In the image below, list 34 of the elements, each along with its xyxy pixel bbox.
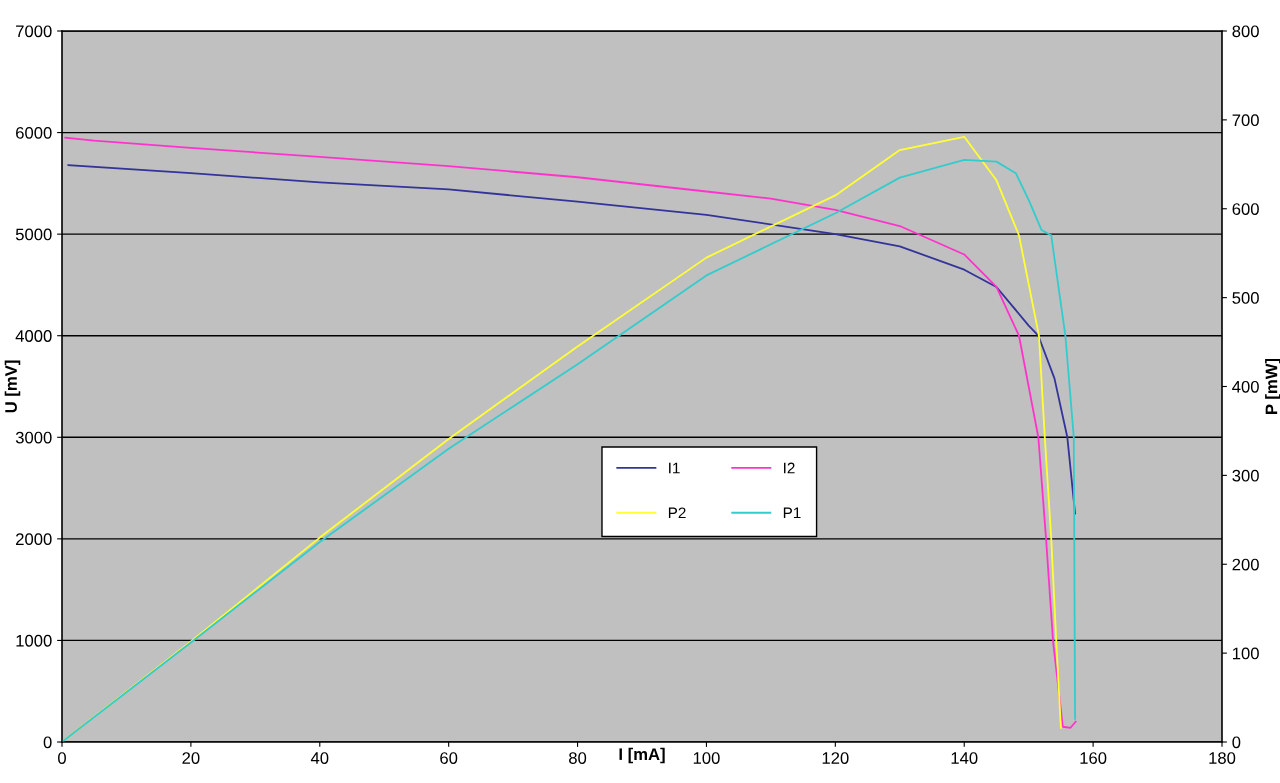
legend-label: P1 <box>783 507 801 519</box>
y2-tick-label: 500 <box>1232 292 1259 304</box>
x-tick-label: 100 <box>693 752 720 764</box>
legend-label: I2 <box>784 462 795 474</box>
y-tick-label: 6000 <box>16 126 52 139</box>
y-tick-label: 2000 <box>16 533 52 546</box>
y2-tick-label: 200 <box>1232 558 1259 571</box>
x-axis-title: I [mA] <box>619 747 665 764</box>
x-tick-label: 40 <box>310 752 329 764</box>
x-tick-label: 60 <box>440 752 458 764</box>
y-tick-label: 7000 <box>16 25 52 38</box>
x-tick-label: 160 <box>1080 752 1107 764</box>
legend-label: I1 <box>669 462 680 474</box>
y-tick-label: 4000 <box>15 330 52 342</box>
x-tick-label: 180 <box>1209 752 1236 764</box>
y-tick-label: 1000 <box>16 634 52 647</box>
y-tick-label: 3000 <box>15 431 52 444</box>
x-tick-label: 0 <box>58 752 66 764</box>
y2-tick-label: 700 <box>1232 114 1259 127</box>
y2-tick-label: 800 <box>1232 25 1259 38</box>
y-tick-label: 5000 <box>15 228 52 241</box>
legend-label: P2 <box>668 507 686 519</box>
y2-tick-label: 300 <box>1232 469 1259 482</box>
x-tick-label: 120 <box>822 752 849 764</box>
x-tick-label: 80 <box>569 752 587 764</box>
x-tick-label: 20 <box>182 752 200 764</box>
y2-tick-label: 400 <box>1232 380 1259 393</box>
y2-tick-label: 600 <box>1232 203 1259 215</box>
y2-axis-title: P [mW] <box>1265 358 1280 414</box>
y2-tick-label: 100 <box>1232 647 1259 660</box>
y-axis-title: U [mV] <box>4 360 21 413</box>
y2-tick-label: 0 <box>1232 736 1241 749</box>
y-tick-label: 0 <box>43 736 52 749</box>
x-tick-label: 140 <box>951 752 978 764</box>
